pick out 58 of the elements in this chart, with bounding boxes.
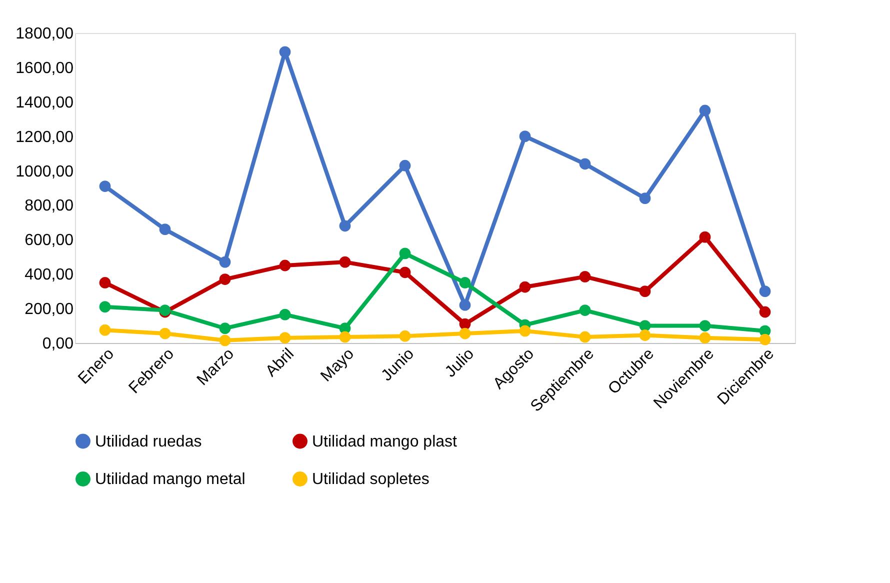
point	[279, 260, 291, 272]
point	[279, 332, 291, 344]
point	[699, 320, 711, 332]
point	[579, 271, 591, 282]
point	[699, 231, 711, 243]
point	[279, 46, 291, 58]
legend-label: Utilidad ruedas	[95, 433, 202, 450]
point	[99, 180, 111, 192]
y-tick-label: 400,00	[24, 266, 74, 284]
point	[519, 130, 531, 142]
point	[639, 320, 651, 332]
point	[579, 331, 591, 343]
legend-label: Utilidad mango metal	[95, 471, 246, 488]
y-tick-label: 200,00	[24, 301, 74, 318]
point	[639, 330, 651, 341]
y-tick-label: 1000,00	[16, 163, 74, 180]
point	[519, 325, 531, 337]
point	[639, 286, 651, 298]
point	[399, 248, 411, 260]
point	[639, 192, 651, 204]
y-tick-label: 1200,00	[16, 128, 74, 146]
point	[699, 104, 711, 116]
point	[99, 277, 111, 288]
point	[219, 256, 231, 268]
y-tick-label: 0,00	[42, 336, 74, 352]
point	[759, 286, 771, 298]
legend-label: Utilidad mango plast	[312, 433, 458, 450]
point	[339, 256, 351, 268]
point	[159, 328, 171, 340]
legend-label: Utilidad sopletes	[312, 471, 430, 488]
point	[99, 324, 111, 336]
point	[759, 334, 771, 346]
point	[459, 299, 471, 311]
point	[519, 281, 531, 293]
point	[399, 266, 411, 278]
point	[339, 331, 351, 343]
y-tick-label: 1400,00	[16, 94, 74, 112]
point	[99, 301, 111, 313]
y-tick-label: 800,00	[24, 198, 74, 215]
point	[579, 158, 591, 170]
point	[459, 328, 471, 340]
point	[219, 274, 231, 285]
y-tick-label: 600,00	[24, 232, 74, 250]
point	[279, 308, 291, 320]
point	[699, 332, 711, 344]
point	[219, 334, 231, 346]
point	[459, 318, 471, 330]
point	[759, 306, 771, 318]
point	[459, 277, 471, 288]
point	[579, 304, 591, 316]
y-tick-label: 1800,00	[16, 26, 74, 42]
point	[339, 220, 351, 232]
point	[159, 224, 171, 236]
point	[399, 160, 411, 172]
x-tick-label: Julio	[442, 345, 478, 381]
point	[219, 322, 231, 334]
point	[399, 330, 411, 342]
y-tick-label: 1600,00	[16, 60, 74, 77]
